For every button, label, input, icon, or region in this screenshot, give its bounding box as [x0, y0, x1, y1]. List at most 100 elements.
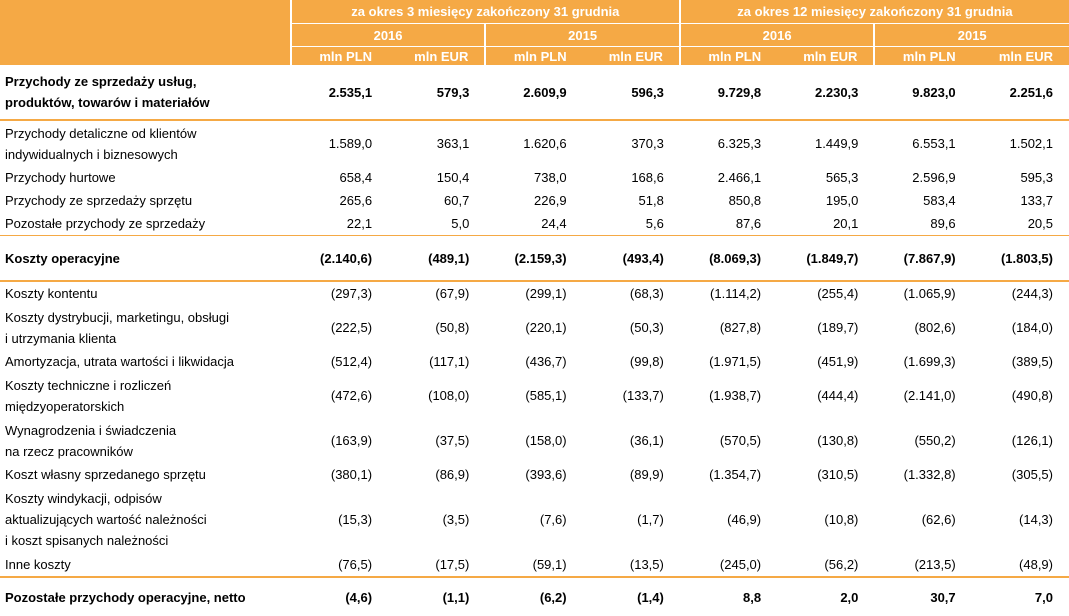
cell-value: 1.589,0 — [328, 136, 373, 151]
cell-value: (297,3) — [330, 286, 373, 301]
cell-value: (220,1) — [525, 320, 567, 335]
row-label: Amortyzacja, utrata wartości i likwidacj… — [5, 354, 235, 369]
table-row: Koszty operacyjne (2.140,6) (489,1) (2.1… — [0, 235, 1069, 282]
cell-value: 579,3 — [388, 65, 486, 121]
cell-value: (50,8) — [435, 320, 470, 335]
cell-value: (14,3) — [1019, 512, 1053, 527]
cell-value: (451,9) — [817, 354, 859, 369]
cell-value: 2,0 — [840, 589, 859, 605]
cell-value: (255,4) — [817, 286, 859, 301]
cell-value: 850,8 — [728, 193, 762, 208]
table-row: Inne koszty (76,5) (17,5) (59,1) (13,5) … — [0, 553, 1069, 578]
cell-value: (550,2) — [914, 433, 956, 448]
cell-value: (1,4) — [637, 589, 664, 605]
row-label: Koszt własny sprzedanego sprzętu — [5, 467, 206, 482]
cell-value: 60,7 — [444, 193, 470, 208]
cell-value: (67,9) — [435, 286, 470, 301]
cell-value: (310,5) — [817, 467, 859, 482]
cell-value: (2.141,0) — [903, 388, 956, 403]
cell-value: 89,6 — [930, 216, 956, 231]
header-unit: mln EUR — [388, 46, 486, 65]
cell-value: (1.971,5) — [709, 354, 762, 369]
row-label: Pozostałe przychody operacyjne, netto — [5, 589, 246, 605]
cell-value: (1.354,7) — [709, 467, 762, 482]
cell-value: (512,4) — [330, 354, 373, 369]
cell-value: (4,6) — [345, 589, 373, 605]
cell-value: 5,0 — [451, 216, 470, 231]
cell-value: (86,9) — [435, 467, 470, 482]
header-unit: mln PLN — [873, 46, 972, 65]
cell-value: (2.159,3) — [485, 235, 583, 282]
header-year: 2015 — [484, 23, 680, 47]
header-unit: mln EUR — [971, 46, 1069, 65]
header-unit: mln PLN — [289, 46, 389, 65]
cell-value: (133,7) — [622, 388, 664, 403]
cell-value: 2.251,6 — [971, 65, 1069, 121]
cell-value: (108,0) — [428, 388, 470, 403]
table-row: Koszty kontentu (297,3) (67,9) (299,1) (… — [0, 281, 1069, 305]
cell-value: 8,8 — [743, 589, 762, 605]
table-row: Koszty dystrybucji, marketingu, obsługi i… — [0, 305, 1069, 350]
cell-value: (472,6) — [330, 388, 373, 403]
header-unit: mln EUR — [582, 46, 680, 65]
cell-value: 595,3 — [1020, 170, 1053, 185]
cell-value: 20,5 — [1027, 216, 1053, 231]
cell-value: (163,9) — [330, 433, 373, 448]
cell-value: 30,7 — [930, 589, 956, 605]
table-row: Przychody hurtowe 658,4 150,4 738,0 168,… — [0, 166, 1069, 189]
cell-value: (213,5) — [874, 553, 972, 578]
cell-value: 2.466,1 — [717, 170, 762, 185]
row-label: Koszty dystrybucji, marketingu, obsługi i… — [5, 309, 229, 346]
cell-value: 370,3 — [631, 136, 664, 151]
cell-value: (15,3) — [338, 512, 373, 527]
cell-value: (50,3) — [629, 320, 664, 335]
cell-value: (2.140,6) — [290, 235, 389, 282]
cell-value: 24,4 — [541, 216, 567, 231]
cell-value: 738,0 — [534, 170, 567, 185]
cell-value: 6.325,3 — [717, 136, 762, 151]
cell-value: (827,8) — [719, 320, 762, 335]
cell-value: (48,9) — [971, 553, 1069, 578]
row-label: Koszty techniczne i rozliczeń międzyopera… — [5, 377, 172, 414]
table-row: Pozostałe przychody operacyjne, netto (4… — [0, 577, 1069, 616]
table-row: Przychody detaliczne od klientów indywidu… — [0, 120, 1069, 166]
cell-value: (1.332,8) — [903, 467, 956, 482]
cell-value: 1.620,6 — [523, 136, 567, 151]
cell-value: (189,7) — [817, 320, 859, 335]
cell-value: (7,6) — [539, 512, 567, 527]
cell-value: (59,1) — [485, 553, 583, 578]
cell-value: (1.065,9) — [903, 286, 956, 301]
cell-value: (8.069,3) — [679, 235, 778, 282]
cell-value: 1.449,9 — [815, 136, 859, 151]
cell-value: (1.699,3) — [903, 354, 956, 369]
header-unit: mln PLN — [484, 46, 583, 65]
cell-value: 87,6 — [735, 216, 762, 231]
row-label: Przychody ze sprzedaży usług, produktów, … — [0, 65, 291, 121]
table-row: Wynagrodzenia i świadczenia na rzecz prac… — [0, 418, 1069, 463]
cell-value: (490,8) — [1011, 388, 1053, 403]
cell-value: (245,0) — [679, 553, 778, 578]
header-year: 2016 — [289, 23, 486, 47]
cell-value: 2.230,3 — [777, 65, 875, 121]
header-year: 2016 — [678, 23, 875, 47]
cell-value: (1.803,5) — [971, 235, 1069, 282]
header-year: 2015 — [873, 23, 1069, 47]
cell-value: 5,6 — [645, 216, 664, 231]
cell-value: (37,5) — [435, 433, 470, 448]
header-period-3m: za okres 3 miesięcy zakończony 31 grudni… — [289, 0, 680, 24]
cell-value: (570,5) — [719, 433, 762, 448]
header-corner — [0, 0, 291, 24]
cell-value: 6.553,1 — [912, 136, 956, 151]
cell-value: 9.823,0 — [874, 65, 972, 121]
row-label: Przychody detaliczne od klientów indywidu… — [5, 125, 197, 162]
cell-value: (89,9) — [629, 467, 664, 482]
cell-value: (68,3) — [629, 286, 664, 301]
cell-value: 363,1 — [436, 136, 470, 151]
table-row: Przychody ze sprzedaży usług, produktów, … — [0, 65, 1069, 121]
cell-value: 2.596,9 — [912, 170, 956, 185]
cell-value: (99,8) — [629, 354, 664, 369]
row-label: Pozostałe przychody ze sprzedaży — [5, 216, 206, 231]
cell-value: (7.867,9) — [874, 235, 972, 282]
cell-value: (489,1) — [388, 235, 486, 282]
